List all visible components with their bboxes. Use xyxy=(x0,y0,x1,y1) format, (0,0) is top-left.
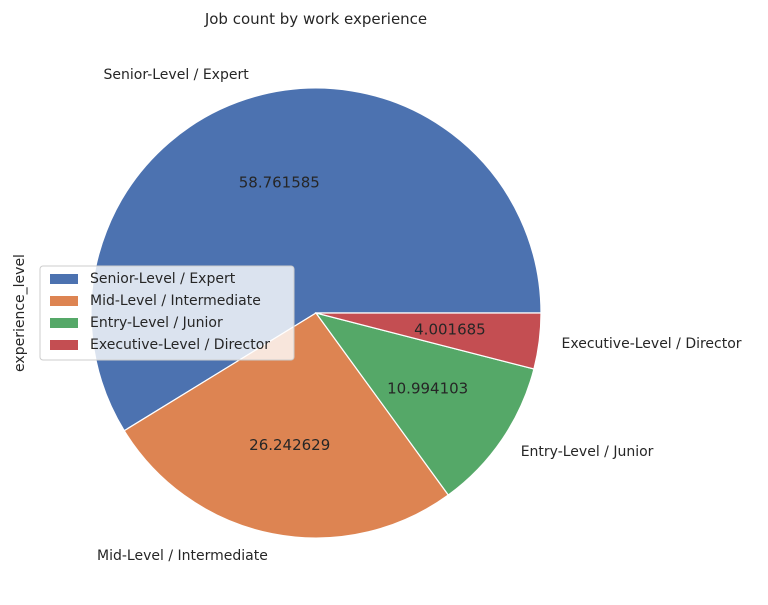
slice-label-senior-level-expert: Senior-Level / Expert xyxy=(104,67,250,83)
value-label-executive-level-director: 4.001685 xyxy=(414,320,486,338)
legend-label-mid-level-intermediate: Mid-Level / Intermediate xyxy=(90,293,261,309)
pie-slice-executive-level-director xyxy=(315,312,542,370)
legend-frame xyxy=(39,265,295,361)
legend-swatch-executive-level-director xyxy=(50,340,78,350)
value-label-entry-level-junior: 10.994103 xyxy=(387,379,468,397)
pie-slice-mid-level-intermediate xyxy=(123,312,450,539)
chart-title: Job count by work experience xyxy=(204,10,427,28)
slice-label-entry-level-junior: Entry-Level / Junior xyxy=(521,444,654,460)
slice-label-executive-level-director: Executive-Level / Director xyxy=(562,336,742,352)
y-axis-label: experience_level xyxy=(12,254,28,372)
legend-swatch-entry-level-junior xyxy=(50,318,78,328)
legend-label-executive-level-director: Executive-Level / Director xyxy=(90,337,270,353)
legend: Senior-Level / Expert Mid-Level / Interme… xyxy=(39,265,295,361)
slice-label-mid-level-intermediate: Mid-Level / Intermediate xyxy=(97,548,268,564)
pie-slice-entry-level-junior xyxy=(314,312,535,496)
legend-label-senior-level-expert: Senior-Level / Expert xyxy=(90,271,236,287)
legend-label-entry-level-junior: Entry-Level / Junior xyxy=(90,315,223,331)
legend-swatch-senior-level-expert xyxy=(50,274,78,284)
value-label-senior-level-expert: 58.761585 xyxy=(239,174,320,192)
value-labels: 58.761585 26.242629 10.994103 4.001685 xyxy=(239,174,486,454)
legend-swatch-mid-level-intermediate xyxy=(50,296,78,306)
value-label-mid-level-intermediate: 26.242629 xyxy=(249,436,330,454)
slice-labels: Senior-Level / Expert Mid-Level / Interme… xyxy=(97,67,742,564)
